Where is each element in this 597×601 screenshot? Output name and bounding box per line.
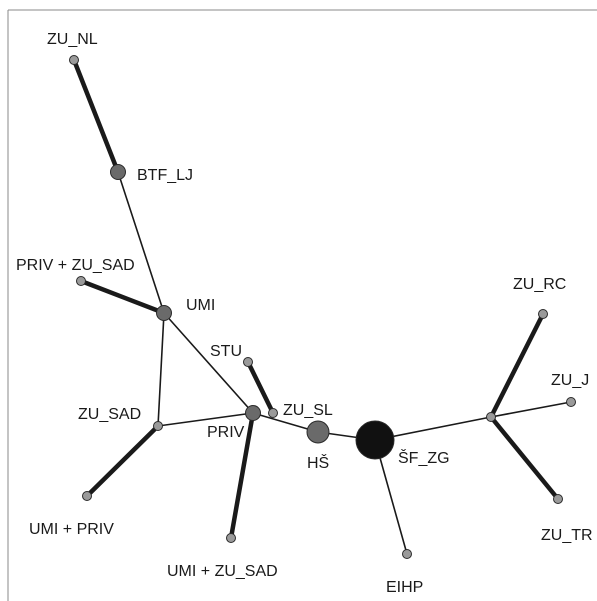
- label-zu-nl: ZU_NL: [47, 31, 98, 48]
- node-zu-j: [566, 397, 576, 407]
- edge-zu-sad-to-umi-priv: [84, 423, 161, 499]
- node-priv: [245, 405, 261, 421]
- node-eihp: [402, 549, 412, 559]
- label-umi-zu-sad: UMI + ZU_SAD: [167, 563, 278, 580]
- node-priv-zu-sad: [76, 276, 86, 286]
- node-sf-zg: [355, 420, 395, 460]
- edge-stu-to-zu-sl: [245, 359, 276, 416]
- edge-btf-lj-to-umi: [117, 171, 165, 314]
- node-umi: [156, 305, 172, 321]
- edge-layer: [71, 57, 572, 555]
- node-hs: [306, 420, 330, 444]
- node-zu-tr: [553, 494, 563, 504]
- label-umi: UMI: [186, 297, 215, 314]
- node-zu-nl: [69, 55, 79, 65]
- node-layer: [69, 55, 576, 559]
- node-hub: [486, 412, 496, 422]
- label-zu-rc: ZU_RC: [513, 276, 566, 293]
- node-stu: [243, 357, 253, 367]
- label-eihp: EIHP: [386, 579, 423, 596]
- label-btf-lj: BTF_LJ: [137, 167, 193, 184]
- label-zu-j: ZU_J: [551, 372, 589, 389]
- label-zu-tr: ZU_TR: [541, 527, 593, 544]
- node-btf-lj: [110, 164, 126, 180]
- edge-zu-sad-to-priv: [157, 412, 254, 427]
- edge-hub-to-zu-j: [490, 401, 572, 418]
- label-sf-zg: ŠF_ZG: [398, 448, 450, 467]
- edge-priv-zu-sad-to-umi: [78, 278, 167, 316]
- label-stu: STU: [210, 343, 242, 360]
- node-zu-rc: [538, 309, 548, 319]
- node-zu-sad: [153, 421, 163, 431]
- label-zu-sl: ZU_SL: [283, 402, 333, 419]
- edge-sf-zg-to-hub: [374, 416, 492, 441]
- node-zu-sl: [268, 408, 278, 418]
- edge-zu-nl-to-btf-lj: [71, 57, 121, 175]
- node-umi-priv: [82, 491, 92, 501]
- label-layer: ZU_NL BTF_LJ PRIV + ZU_SAD UMI STU ZU_SAD PRIV…: [16, 31, 593, 596]
- edge-priv-to-umi-zu-sad: [228, 410, 256, 541]
- edge-umi-to-zu-sad: [157, 312, 165, 427]
- edge-hub-to-zu-rc: [488, 311, 546, 420]
- edge-hub-to-zu-tr: [488, 414, 561, 502]
- edge-sf-zg-to-eihp: [374, 439, 408, 555]
- edge-umi-to-priv: [163, 312, 254, 414]
- label-priv: PRIV: [207, 424, 245, 441]
- label-hs: HŠ: [307, 453, 329, 472]
- label-umi-priv: UMI + PRIV: [29, 521, 114, 538]
- label-priv-zu-sad: PRIV + ZU_SAD: [16, 257, 135, 274]
- label-zu-sad: ZU_SAD: [78, 406, 141, 423]
- node-umi-zu-sad: [226, 533, 236, 543]
